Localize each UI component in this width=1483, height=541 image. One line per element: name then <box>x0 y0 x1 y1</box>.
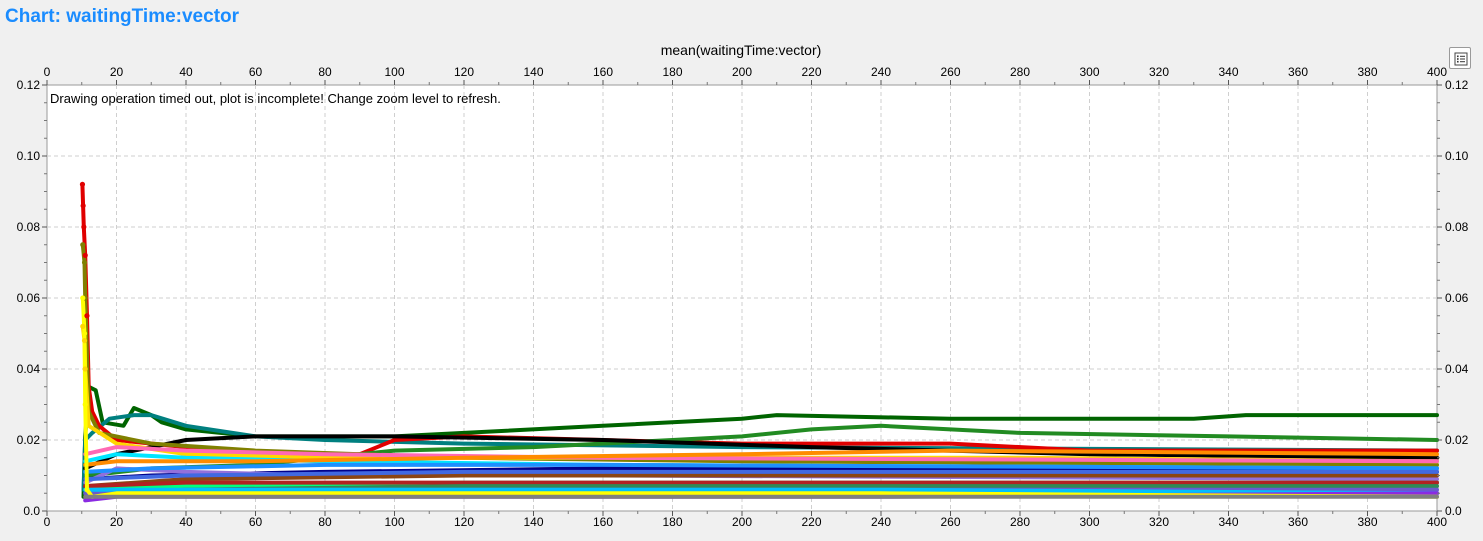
x-bottom-tick-label: 200 <box>732 515 752 529</box>
series-point-21 <box>80 295 86 301</box>
x-bottom-tick-label: 240 <box>871 515 891 529</box>
x-top-tick-label: 260 <box>940 65 960 79</box>
x-bottom-tick-label: 300 <box>1079 515 1099 529</box>
x-bottom-tick-label: 100 <box>384 515 404 529</box>
x-bottom-tick-label: 60 <box>249 515 263 529</box>
x-top-tick-label: 280 <box>1010 65 1030 79</box>
x-top-tick-label: 300 <box>1079 65 1099 79</box>
series-line-12[interactable] <box>83 462 1439 474</box>
x-top-tick-label: 320 <box>1149 65 1169 79</box>
y-left-tick-label: 0.04 <box>17 362 41 376</box>
x-bottom-tick-label: 180 <box>662 515 682 529</box>
x-bottom-tick-label: 160 <box>593 515 613 529</box>
axes-group: 0 0 20 20 40 40 60 60 80 80 100 100 120 120 140 140 160 1… <box>17 65 1469 529</box>
x-bottom-tick-label: 320 <box>1149 515 1169 529</box>
legend-toggle-button[interactable] <box>1449 47 1471 69</box>
x-top-tick-label: 40 <box>179 65 193 79</box>
x-bottom-tick-label: 400 <box>1427 515 1447 529</box>
y-left-tick-label: 0.10 <box>17 149 41 163</box>
y-right-tick-label: 0.06 <box>1445 291 1469 305</box>
x-bottom-tick-label: 0 <box>44 515 51 529</box>
x-bottom-tick-label: 80 <box>318 515 332 529</box>
y-right-tick-label: 0.0 <box>1445 504 1462 518</box>
x-top-tick-label: 20 <box>110 65 124 79</box>
x-top-tick-label: 120 <box>454 65 474 79</box>
y-left-tick-label: 0.12 <box>17 78 41 92</box>
y-right-tick-label: 0.04 <box>1445 362 1469 376</box>
x-top-tick-label: 100 <box>384 65 404 79</box>
series-line-9[interactable] <box>83 448 1439 467</box>
chart-title: Chart: waitingTime:vector <box>5 6 240 27</box>
x-top-tick-label: 140 <box>523 65 543 79</box>
series-line-7[interactable] <box>83 445 1439 464</box>
series-line-19[interactable] <box>83 487 1439 496</box>
x-bottom-tick-label: 360 <box>1288 515 1308 529</box>
series-point-21 <box>82 401 88 408</box>
x-top-tick-label: 400 <box>1427 65 1447 79</box>
y-right-tick-label: 0.08 <box>1445 220 1469 234</box>
x-bottom-tick-label: 20 <box>110 515 124 529</box>
x-bottom-tick-label: 220 <box>801 515 821 529</box>
y-left-tick-label: 0.08 <box>17 220 41 234</box>
series-point-2 <box>84 313 90 319</box>
x-top-tick-label: 60 <box>249 65 263 79</box>
series-point-5 <box>80 242 86 248</box>
x-bottom-tick-label: 260 <box>940 515 960 529</box>
x-top-tick-label: 340 <box>1218 65 1238 79</box>
x-bottom-tick-label: 380 <box>1357 515 1377 529</box>
x-bottom-tick-label: 140 <box>523 515 543 529</box>
y-right-tick-label: 0.10 <box>1445 149 1469 163</box>
x-top-tick-label: 240 <box>871 65 891 79</box>
x-bottom-tick-label: 280 <box>1010 515 1030 529</box>
series-point-2 <box>82 252 88 258</box>
x-top-tick-label: 80 <box>318 65 332 79</box>
y-left-tick-label: 0.0 <box>23 504 40 518</box>
legend-list-icon <box>1454 52 1468 66</box>
series-line-14[interactable] <box>83 469 1439 482</box>
plot-title: mean(waitingTime:vector) <box>661 42 822 58</box>
x-top-tick-label: 0 <box>44 65 51 79</box>
series-point-2 <box>81 224 87 230</box>
incomplete-plot-warning: Drawing operation timed out, plot is inc… <box>50 91 501 106</box>
y-left-tick-label: 0.06 <box>17 291 41 305</box>
series-point-21 <box>84 487 90 493</box>
series-point-5 <box>81 259 88 266</box>
series-point-2 <box>79 181 86 187</box>
series-point-21 <box>81 330 88 337</box>
y-right-tick-label: 0.12 <box>1445 78 1469 92</box>
x-top-tick-label: 160 <box>593 65 613 79</box>
x-top-tick-label: 380 <box>1357 65 1377 79</box>
series-line-16[interactable] <box>83 480 1439 489</box>
x-top-tick-label: 180 <box>662 65 682 79</box>
series-group <box>79 181 1439 503</box>
x-bottom-tick-label: 120 <box>454 515 474 529</box>
y-right-tick-label: 0.02 <box>1445 433 1469 447</box>
series-point-6 <box>81 338 88 344</box>
x-top-tick-label: 220 <box>801 65 821 79</box>
series-point-6 <box>80 323 86 329</box>
x-bottom-tick-label: 340 <box>1218 515 1238 529</box>
y-left-tick-label: 0.02 <box>17 433 41 447</box>
x-top-tick-label: 360 <box>1288 65 1308 79</box>
x-top-tick-label: 200 <box>732 65 752 79</box>
series-point-2 <box>80 203 86 209</box>
series-point-6 <box>82 366 88 372</box>
series-line-1[interactable] <box>81 413 1439 492</box>
series-line-13[interactable] <box>83 473 1439 489</box>
grid-lines <box>47 85 1437 511</box>
x-bottom-tick-label: 40 <box>179 515 193 529</box>
